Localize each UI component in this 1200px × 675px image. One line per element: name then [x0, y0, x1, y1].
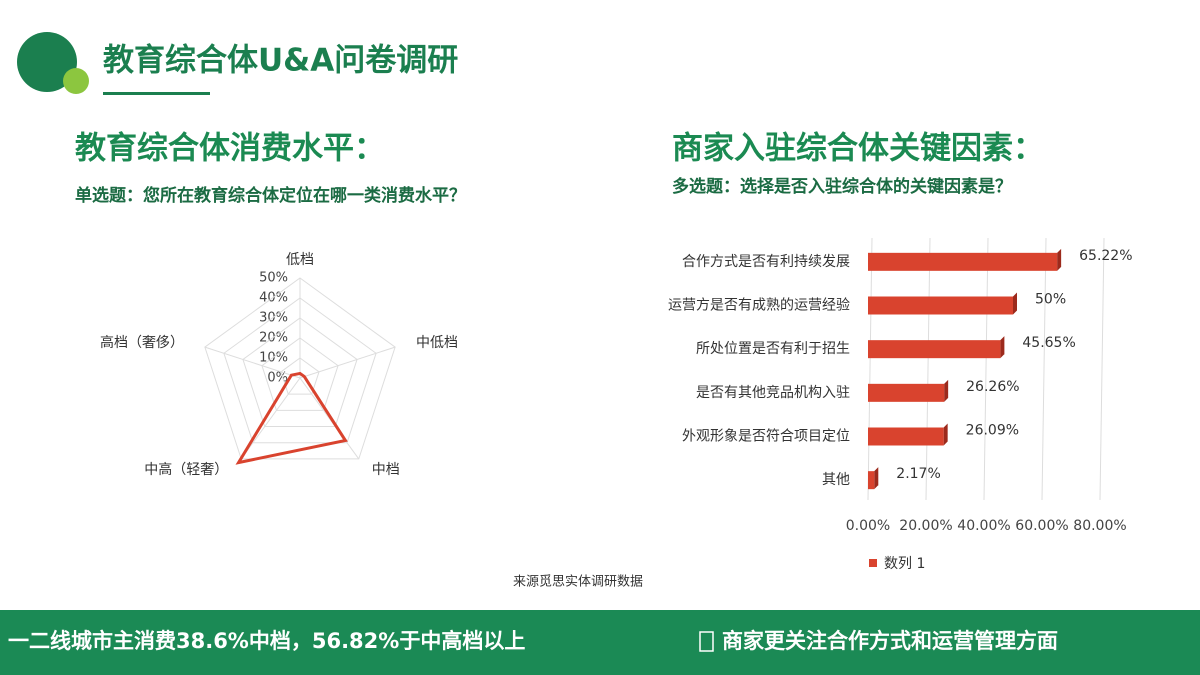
- footer-right: 商家更关注合作方式和运营管理方面: [722, 629, 1058, 653]
- spoke: [204, 346, 301, 379]
- spoke: [299, 377, 360, 460]
- spoke: [240, 377, 301, 460]
- grid-line: [1099, 237, 1105, 501]
- left-heading: 教育综合体消费水平：: [75, 131, 385, 167]
- r-tick-label: 30%: [259, 311, 288, 326]
- bar: [868, 427, 944, 446]
- r-tick-label: 0%: [267, 371, 288, 386]
- footer-icon: [699, 631, 714, 652]
- right-heading: 商家入驻综合体关键因素：: [672, 131, 1044, 167]
- radar-line: [235, 371, 348, 465]
- right-subtitle: 多选题：选择是否入驻综合体的关键因素是？: [672, 176, 1012, 197]
- logo-circle: [17, 32, 77, 92]
- bar-side: [1013, 292, 1017, 315]
- value-label: 50%: [1035, 292, 1066, 308]
- bar: [868, 383, 945, 402]
- category-label: 外观形象是否符合项目定位: [682, 429, 850, 445]
- value-label: 45.65%: [1022, 335, 1075, 351]
- r-tick-label: 50%: [259, 271, 288, 286]
- source-note: 来源觅思实体调研数据: [513, 575, 643, 590]
- bar: [868, 296, 1013, 315]
- x-tick-label: 0.00%: [846, 518, 890, 534]
- footer-band: [0, 610, 1200, 675]
- legend-label: 数列 1: [884, 556, 925, 572]
- category-label: 合作方式是否有利持续发展: [682, 253, 850, 270]
- x-tick-label: 60.00%: [1015, 518, 1068, 534]
- value-label: 65.22%: [1079, 248, 1132, 264]
- bar-side: [874, 467, 879, 490]
- value-label: 26.09%: [966, 423, 1019, 439]
- bar-side: [1000, 336, 1005, 359]
- grid-line: [925, 237, 931, 501]
- legend-swatch: [869, 559, 877, 567]
- grid-ring: [223, 297, 377, 444]
- category-label: 低档: [286, 252, 314, 268]
- category-label: 中档: [372, 462, 400, 478]
- logo-dot: [63, 68, 89, 94]
- category-label: 中低档: [416, 335, 458, 351]
- x-tick-label: 80.00%: [1073, 518, 1126, 534]
- grid-line: [867, 237, 873, 501]
- bar: [868, 471, 875, 490]
- spoke: [299, 346, 396, 379]
- category-label: 高档（奢侈）: [100, 334, 184, 351]
- grid-ring: [261, 337, 339, 411]
- x-tick-label: 40.00%: [957, 518, 1010, 534]
- category-label: 中高（轻奢）: [144, 461, 228, 478]
- bar-side: [943, 423, 948, 446]
- value-label: 2.17%: [896, 466, 940, 482]
- category-label: 是否有其他竞品机构入驻: [696, 384, 850, 401]
- bar-side: [944, 379, 949, 402]
- grid-line: [983, 237, 989, 501]
- grid-ring: [242, 317, 358, 428]
- left-subtitle: 单选题：您所在教育综合体定位在哪一类消费水平？: [75, 185, 466, 206]
- footer-left: 一二线城市主消费38.6%中档，56.82%于中高档以上: [8, 629, 525, 653]
- grid-ring: [280, 357, 320, 395]
- r-tick-label: 40%: [259, 291, 288, 306]
- category-label: 其他: [822, 472, 850, 488]
- category-label: 所处位置是否有利于招生: [696, 341, 850, 357]
- page-title: 教育综合体U&A问卷调研: [103, 43, 458, 79]
- grid-ring: [204, 277, 396, 460]
- bar: [868, 252, 1058, 271]
- r-tick-label: 10%: [259, 351, 288, 366]
- bar-side: [1057, 248, 1062, 271]
- title-underline: [103, 92, 210, 95]
- category-label: 运营方是否有成熟的运营经验: [668, 298, 850, 314]
- bar: [868, 340, 1001, 359]
- value-label: 26.26%: [966, 379, 1019, 395]
- x-tick-label: 20.00%: [899, 518, 952, 534]
- r-tick-label: 20%: [259, 331, 288, 346]
- grid-line: [1041, 237, 1047, 501]
